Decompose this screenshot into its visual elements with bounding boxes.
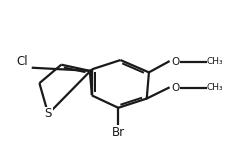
Text: Cl: Cl — [16, 55, 28, 68]
Text: S: S — [44, 107, 52, 120]
Text: CH₃: CH₃ — [206, 83, 223, 92]
Text: Br: Br — [111, 126, 124, 139]
Text: CH₃: CH₃ — [206, 57, 223, 66]
Text: O: O — [170, 83, 179, 93]
Text: O: O — [170, 57, 179, 67]
